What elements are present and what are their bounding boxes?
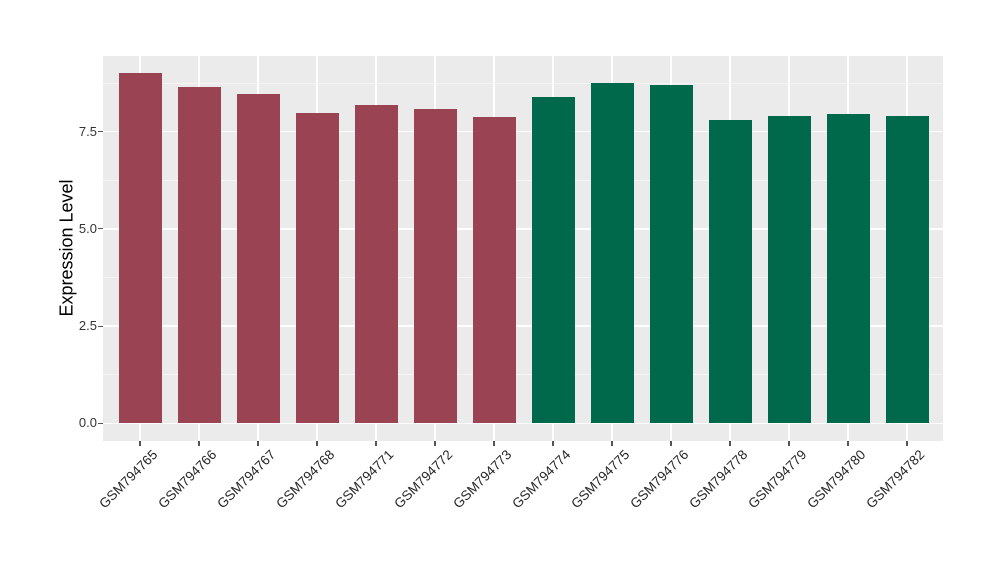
- x-tick-label: GSM794782: [863, 447, 928, 512]
- x-tick-label: GSM794775: [568, 447, 633, 512]
- x-tick-mark: [729, 441, 731, 446]
- bar-GSM794776: [649, 85, 693, 424]
- y-tick-mark: [98, 228, 103, 230]
- bar-GSM794765: [118, 73, 162, 424]
- bar-GSM794779: [767, 115, 811, 424]
- gridline-major-y: [103, 325, 943, 327]
- x-tick-mark: [257, 441, 259, 446]
- x-tick-label: GSM794774: [509, 447, 574, 512]
- x-tick-label: GSM794765: [96, 447, 161, 512]
- bar-GSM794771: [354, 104, 398, 424]
- y-tick-label: 7.5: [78, 123, 97, 139]
- gridline-minor-y: [103, 374, 943, 376]
- x-tick-label: GSM794768: [273, 447, 338, 512]
- bar-GSM794780: [826, 113, 870, 424]
- bar-GSM794772: [413, 108, 457, 424]
- bar-GSM794782: [885, 116, 929, 424]
- x-tick-mark: [906, 441, 908, 446]
- x-tick-mark: [139, 441, 141, 446]
- gridline-major-y: [103, 130, 943, 133]
- y-tick-mark: [98, 131, 103, 133]
- x-tick-label: GSM794780: [804, 447, 869, 512]
- gridline-major-y: [103, 422, 943, 425]
- x-tick-mark: [552, 441, 554, 446]
- x-tick-mark: [670, 441, 672, 446]
- x-tick-label: GSM794773: [450, 447, 515, 512]
- y-tick-label: 0.0: [78, 415, 97, 431]
- x-tick-label: GSM794772: [391, 447, 456, 512]
- bar-GSM794766: [177, 87, 221, 424]
- bar-GSM794774: [531, 96, 575, 424]
- x-tick-label: GSM794776: [627, 447, 692, 512]
- x-tick-mark: [198, 441, 200, 446]
- gridline-minor-y: [103, 277, 943, 278]
- x-tick-mark: [847, 441, 849, 446]
- gridline-minor-y: [103, 179, 943, 181]
- x-tick-label: GSM794771: [332, 447, 397, 512]
- x-tick-mark: [316, 441, 318, 446]
- gridline-major-y: [103, 228, 943, 230]
- y-axis-title: Expression Level: [56, 179, 77, 317]
- y-tick-mark: [98, 325, 103, 327]
- x-tick-mark: [375, 441, 377, 446]
- x-tick-label: GSM794767: [214, 447, 279, 512]
- y-tick-label: 5.0: [78, 220, 97, 236]
- bar-GSM794768: [295, 113, 339, 424]
- x-tick-label: GSM794766: [155, 447, 220, 512]
- y-tick-mark: [98, 422, 103, 424]
- x-tick-mark: [493, 441, 495, 446]
- x-tick-label: GSM794778: [686, 447, 751, 512]
- bar-GSM794773: [472, 116, 516, 424]
- bar-GSM794778: [708, 120, 752, 424]
- x-tick-label: GSM794779: [745, 447, 810, 512]
- x-tick-mark: [788, 441, 790, 446]
- x-tick-mark: [434, 441, 436, 446]
- plot-panel: [103, 56, 943, 441]
- bar-GSM794767: [236, 93, 280, 424]
- x-tick-mark: [611, 441, 613, 446]
- y-tick-label: 2.5: [78, 318, 97, 334]
- bar-GSM794775: [590, 83, 634, 424]
- gridline-minor-y: [103, 82, 943, 84]
